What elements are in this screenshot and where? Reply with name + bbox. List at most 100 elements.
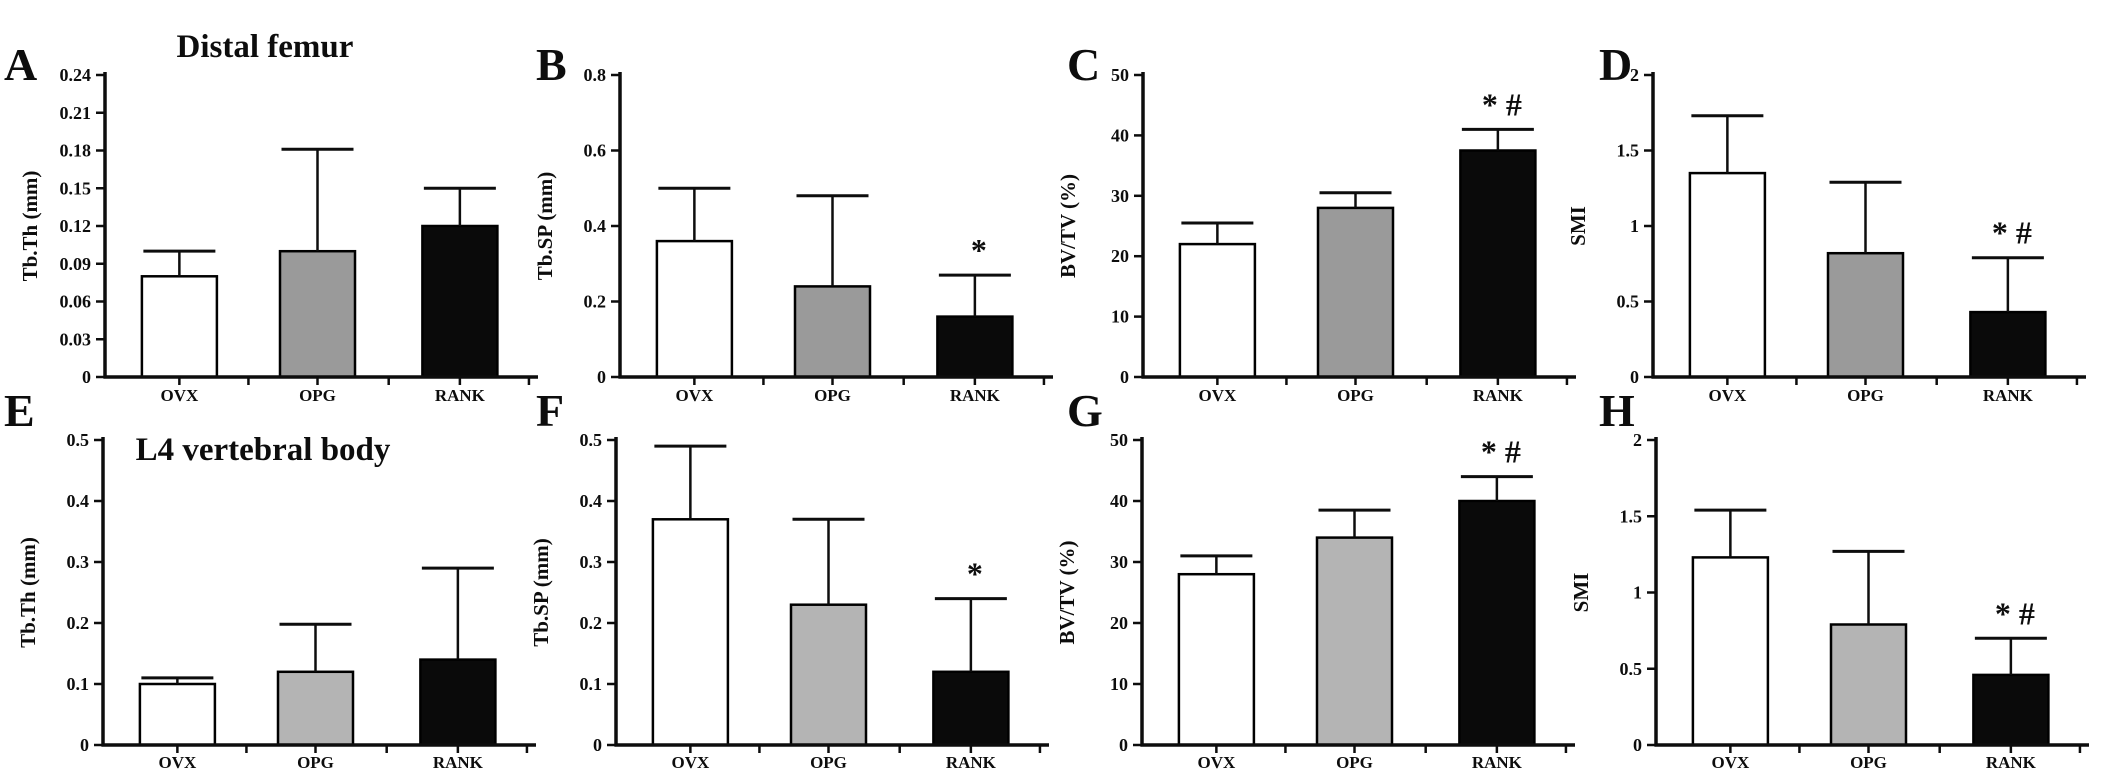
bar-OPG bbox=[278, 249, 357, 379]
bar-OPG bbox=[793, 285, 872, 379]
y-axis-label: BV/TV (%) bbox=[1055, 540, 1079, 644]
bar-RANK bbox=[1459, 149, 1537, 379]
bar-RANK bbox=[932, 670, 1010, 747]
y-tick-label: 2 bbox=[1630, 65, 1639, 85]
y-tick-label: 0 bbox=[597, 367, 606, 387]
y-tick-label: 0.5 bbox=[67, 430, 90, 450]
bar-RANK bbox=[419, 658, 497, 747]
y-tick-label: 0.18 bbox=[60, 141, 92, 161]
significance-annotation: * # bbox=[1481, 434, 1521, 470]
y-axis-label: SMI bbox=[1569, 573, 1593, 613]
bar-RANK bbox=[421, 224, 499, 379]
panel-letter: A bbox=[4, 39, 37, 90]
bar-OVX bbox=[1178, 242, 1257, 379]
y-tick-label: 0 bbox=[593, 735, 602, 755]
y-axis-label: BV/TV (%) bbox=[1056, 174, 1080, 278]
y-tick-label: 0.4 bbox=[584, 216, 607, 236]
x-tick-label-OVX: OVX bbox=[158, 753, 197, 772]
x-tick-label-RANK: RANK bbox=[946, 753, 997, 772]
panel-H-plot: OVX OPG RANK 0 0.5 1 1.5 2 SMI H * # bbox=[1569, 385, 2089, 772]
x-tick-label-OVX: OVX bbox=[1198, 386, 1237, 405]
y-tick-label: 10 bbox=[1110, 674, 1128, 694]
y-tick-label: 0.1 bbox=[580, 674, 603, 694]
panel-letter: B bbox=[536, 39, 567, 90]
x-tick-label-RANK: RANK bbox=[1473, 386, 1524, 405]
x-tick-label-OVX: OVX bbox=[675, 386, 714, 405]
bar-OVX bbox=[138, 682, 217, 747]
y-tick-label: 0 bbox=[1633, 735, 1642, 755]
x-tick-label-OVX: OVX bbox=[1711, 753, 1750, 772]
y-tick-label: 0.5 bbox=[1617, 292, 1640, 312]
y-tick-label: 0 bbox=[82, 367, 91, 387]
y-axis-label: Tb.Th (mm) bbox=[16, 537, 40, 648]
y-tick-label: 0.2 bbox=[67, 613, 90, 633]
x-tick-label-OPG: OPG bbox=[1337, 386, 1374, 405]
y-tick-label: 0 bbox=[1630, 367, 1639, 387]
y-tick-label: 10 bbox=[1111, 307, 1129, 327]
x-tick-label-RANK: RANK bbox=[1986, 753, 2037, 772]
y-axis-label: Tb.Th (mm) bbox=[18, 171, 42, 282]
y-tick-label: 0.3 bbox=[67, 552, 90, 572]
panel-A-plot: OVX OPG RANK 0 0.03 0.06 0.09 0.12 0.15 0.18 0.21 0… bbox=[4, 29, 538, 405]
y-tick-label: 0.09 bbox=[60, 254, 92, 274]
bar-RANK bbox=[1458, 499, 1536, 747]
x-tick-label-OPG: OPG bbox=[810, 753, 847, 772]
y-tick-label: 0.06 bbox=[60, 292, 92, 312]
panel-E: OVX OPG RANK 0 0.1 0.2 0.3 0.4 0.5 Tb.Th (mm) E L4 … bbox=[0, 385, 536, 779]
bar-OVX bbox=[655, 239, 734, 379]
panel-letter: G bbox=[1067, 385, 1103, 436]
y-tick-label: 1.5 bbox=[1617, 141, 1640, 161]
y-tick-label: 50 bbox=[1111, 65, 1129, 85]
panel-G-plot: OVX OPG RANK 0 10 20 30 40 50 BV/TV (%) G * # bbox=[1055, 385, 1575, 772]
bar-OVX bbox=[1688, 171, 1767, 379]
panel-letter: F bbox=[536, 385, 564, 436]
y-tick-label: 20 bbox=[1110, 613, 1128, 633]
x-tick-label-RANK: RANK bbox=[433, 753, 484, 772]
y-tick-label: 0.1 bbox=[67, 674, 90, 694]
y-axis-label: SMI bbox=[1566, 206, 1590, 246]
y-tick-label: 0.2 bbox=[584, 292, 607, 312]
panel-title: Distal femur bbox=[177, 29, 354, 65]
significance-annotation: * # bbox=[1995, 595, 2035, 631]
bar-OPG bbox=[1315, 536, 1394, 747]
panel-F: OVX OPG RANK 0 0.1 0.2 0.3 0.4 0.5 Tb.SP (mm) F * bbox=[529, 385, 1064, 779]
bar-OVX bbox=[140, 275, 219, 379]
panel-B-plot: OVX OPG RANK 0 0.2 0.4 0.6 0.8 Tb.SP (mm) B * bbox=[533, 39, 1053, 405]
y-tick-label: 0 bbox=[1119, 735, 1128, 755]
bar-OPG bbox=[789, 603, 868, 747]
y-tick-label: 2 bbox=[1633, 430, 1642, 450]
significance-annotation: * # bbox=[1992, 215, 2032, 251]
y-tick-label: 20 bbox=[1111, 246, 1129, 266]
bar-OPG bbox=[1826, 251, 1905, 379]
panel-title: L4 vertebral body bbox=[136, 432, 391, 468]
significance-annotation: * # bbox=[1482, 86, 1522, 122]
y-tick-label: 40 bbox=[1110, 491, 1128, 511]
y-tick-label: 0.03 bbox=[60, 329, 92, 349]
panel-E-plot: OVX OPG RANK 0 0.1 0.2 0.3 0.4 0.5 Tb.Th (mm) E L4 … bbox=[4, 385, 536, 772]
y-tick-label: 1 bbox=[1633, 583, 1642, 603]
bar-OVX bbox=[651, 518, 730, 747]
y-tick-label: 0.8 bbox=[584, 65, 607, 85]
panel-C-plot: OVX OPG RANK 0 10 20 30 40 50 BV/TV (%) C * # bbox=[1056, 39, 1576, 405]
x-tick-label-OVX: OVX bbox=[1708, 386, 1747, 405]
x-tick-label-OVX: OVX bbox=[671, 753, 710, 772]
x-tick-label-OPG: OPG bbox=[1336, 753, 1373, 772]
y-tick-label: 0.3 bbox=[580, 552, 603, 572]
y-axis-label: Tb.SP (mm) bbox=[529, 538, 553, 647]
y-tick-label: 0.15 bbox=[60, 178, 92, 198]
y-tick-label: 0.24 bbox=[60, 65, 92, 85]
x-tick-label-OPG: OPG bbox=[1850, 753, 1887, 772]
x-tick-label-OPG: OPG bbox=[297, 753, 334, 772]
y-tick-label: 0.5 bbox=[1620, 659, 1643, 679]
bar-OPG bbox=[1316, 206, 1395, 379]
bar-RANK bbox=[1969, 310, 2047, 379]
x-tick-label-OPG: OPG bbox=[1847, 386, 1884, 405]
y-tick-label: 1 bbox=[1630, 216, 1639, 236]
panel-C: OVX OPG RANK 0 10 20 30 40 50 BV/TV (%) C * # bbox=[1056, 0, 1595, 405]
panel-letter: C bbox=[1067, 39, 1100, 90]
y-axis-label: Tb.SP (mm) bbox=[533, 172, 557, 281]
y-tick-label: 0.5 bbox=[580, 430, 603, 450]
y-tick-label: 0 bbox=[1120, 367, 1129, 387]
panel-F-plot: OVX OPG RANK 0 0.1 0.2 0.3 0.4 0.5 Tb.SP (mm) F * bbox=[529, 385, 1049, 772]
